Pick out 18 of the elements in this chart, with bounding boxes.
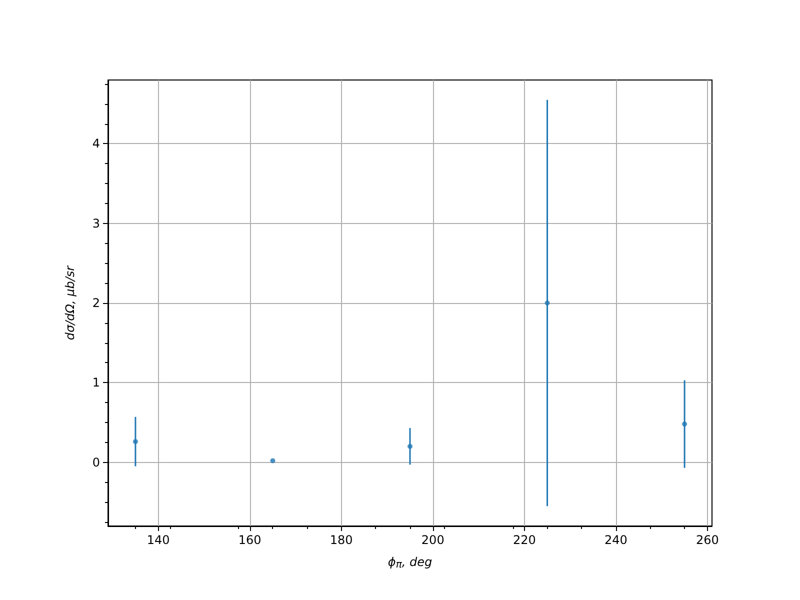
y-tick-label: 2: [92, 296, 100, 310]
point: [682, 422, 688, 427]
y-tick-label: 0: [92, 455, 100, 470]
x-tick-label: 140: [146, 533, 170, 547]
x-tick-label: 200: [421, 533, 444, 547]
x-tick-label: 240: [604, 533, 628, 547]
x-tick-label: 260: [696, 533, 719, 547]
y-tick-label: 1: [92, 376, 100, 390]
y-tick-label: 3: [92, 216, 100, 230]
x-tick-label: 220: [512, 533, 536, 547]
y-tick-label: 4: [92, 136, 100, 151]
point: [544, 300, 550, 306]
point: [408, 444, 412, 449]
point: [270, 458, 276, 464]
x-tick-label: 180: [330, 533, 353, 547]
y-axis-title: dσ/dΩ, μb/sr: [63, 264, 77, 340]
x-tick-label: 160: [238, 533, 262, 547]
point: [132, 439, 138, 444]
